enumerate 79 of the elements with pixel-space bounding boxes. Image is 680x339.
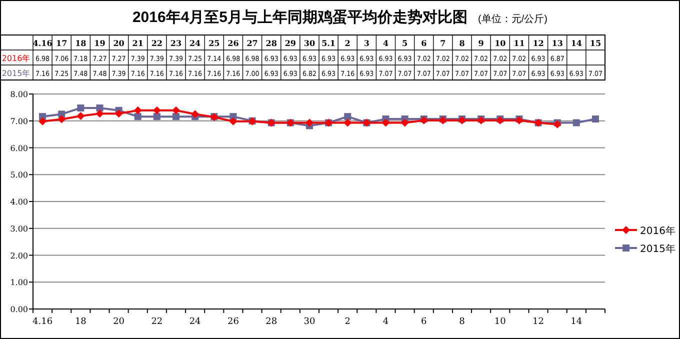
category-label: 10 bbox=[494, 317, 506, 327]
category-label: 6 bbox=[421, 317, 427, 327]
y-tick-label: 1.00 bbox=[10, 278, 28, 288]
x-tick-label: 12 bbox=[532, 38, 544, 48]
point bbox=[305, 118, 314, 127]
category-label: 4.16 bbox=[32, 317, 53, 327]
point bbox=[96, 104, 104, 112]
category-label: 14 bbox=[570, 317, 582, 327]
x-tick-label: 7 bbox=[440, 38, 446, 48]
x-tick-label: 2 bbox=[344, 38, 350, 48]
y-tick-label: 8.00 bbox=[10, 90, 28, 99]
x-tick-label: 23 bbox=[170, 38, 182, 48]
x-tick-label: 30 bbox=[304, 38, 316, 48]
x-tick-label: 26 bbox=[228, 38, 240, 48]
point bbox=[58, 115, 66, 124]
x-tick-label: 6 bbox=[421, 38, 428, 48]
y-tick-label: 2.00 bbox=[10, 251, 28, 260]
point bbox=[344, 118, 352, 127]
y-tick-label: 5.00 bbox=[10, 170, 28, 180]
x-tick-label: 13 bbox=[552, 38, 564, 48]
point bbox=[382, 118, 390, 127]
x-tick-label: 9 bbox=[478, 38, 484, 48]
point bbox=[153, 113, 160, 120]
x-tick-label: 5.1 bbox=[322, 38, 336, 48]
x-tick-label: 19 bbox=[94, 38, 106, 48]
point bbox=[114, 110, 123, 118]
text: 2016年 bbox=[2, 54, 30, 63]
x-tick-label: 18 bbox=[75, 38, 87, 48]
point bbox=[344, 113, 352, 120]
legend-label: 2015年 bbox=[640, 243, 676, 255]
category-label: 22 bbox=[151, 317, 163, 327]
y-tick-label: 6.00 bbox=[10, 144, 28, 153]
category-label: 20 bbox=[113, 317, 125, 327]
x-tick-label: 20 bbox=[113, 38, 125, 48]
x-tick-label: 15 bbox=[590, 38, 602, 48]
y-tick-label: 4.00 bbox=[10, 198, 28, 206]
category-label: 28 bbox=[266, 317, 278, 327]
point bbox=[172, 113, 180, 120]
point bbox=[134, 113, 142, 120]
category-label: 8 bbox=[459, 317, 465, 327]
point bbox=[191, 110, 200, 118]
x-tick-label: 21 bbox=[132, 38, 144, 48]
category-label: 18 bbox=[74, 317, 86, 327]
point bbox=[592, 115, 599, 122]
chart-title: 2016年4月至5月与上年同期鸡蛋平均价走势对比图 bbox=[132, 9, 468, 26]
y-tick-label: 0.00 bbox=[10, 305, 28, 314]
x-tick-label: 8 bbox=[459, 38, 466, 48]
x-tick-label: 10 bbox=[494, 38, 506, 48]
category-label: 26 bbox=[227, 317, 239, 327]
point bbox=[152, 106, 161, 114]
x-tick-label: 4 bbox=[382, 38, 389, 48]
text: 2015年 bbox=[2, 69, 30, 78]
point bbox=[172, 106, 180, 114]
category-label: 30 bbox=[304, 317, 316, 327]
point bbox=[400, 118, 409, 127]
point bbox=[229, 117, 238, 126]
x-tick-label: 14 bbox=[570, 38, 582, 48]
x-tick-label: 3 bbox=[364, 38, 370, 48]
x-tick-label: 17 bbox=[56, 38, 68, 48]
point bbox=[38, 117, 47, 126]
chart-subtitle: (单位：元/公斤) bbox=[478, 13, 548, 25]
point bbox=[96, 110, 104, 118]
x-tick-label: 11 bbox=[514, 38, 525, 48]
point bbox=[134, 106, 142, 114]
y-tick-label: 7.00 bbox=[10, 116, 28, 126]
x-tick-label: 24 bbox=[189, 38, 202, 48]
category-label: 12 bbox=[532, 317, 544, 327]
point bbox=[77, 104, 84, 112]
category-label: 24 bbox=[189, 317, 201, 327]
x-tick-label: 22 bbox=[151, 38, 163, 48]
x-tick-label: 25 bbox=[208, 38, 220, 48]
x-tick-label: 27 bbox=[246, 38, 258, 48]
y-tick-label: 3.00 bbox=[10, 224, 28, 234]
x-tick-label: 29 bbox=[284, 38, 296, 48]
point bbox=[572, 119, 580, 126]
x-tick-label: 5 bbox=[402, 38, 408, 48]
legend-label: 2016年 bbox=[640, 225, 676, 237]
point bbox=[76, 112, 85, 120]
x-tick-label: 28 bbox=[266, 38, 278, 48]
